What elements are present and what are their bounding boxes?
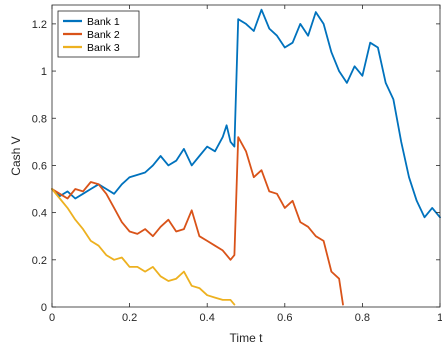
legend-label-2: Bank 2	[87, 29, 120, 41]
x-tick-label: 0.2	[122, 312, 137, 324]
x-tick-label: 1	[437, 312, 442, 324]
y-axis-ticks: 0 0.2 0.4 0.6 0.8 1 1.2	[32, 19, 440, 314]
x-tick-label: 0.4	[200, 312, 215, 324]
series-layer	[51, 8, 441, 306]
x-axis-label: Time t	[230, 331, 264, 345]
legend-label-3: Bank 3	[87, 42, 120, 54]
y-tick-label: 0.6	[32, 160, 47, 172]
series-line-3	[51, 188, 236, 306]
y-tick-label: 0.4	[32, 208, 47, 220]
x-tick-label: 0.8	[355, 312, 370, 324]
y-axis-label: Cash V	[9, 136, 23, 175]
y-tick-label: 0.8	[32, 113, 47, 125]
y-tick-label: 1	[41, 66, 47, 78]
series-line-2	[51, 136, 344, 306]
series-line-1	[51, 8, 441, 219]
legend-label-1: Bank 1	[87, 16, 120, 28]
plot-frame	[51, 4, 441, 308]
y-tick-label: 0	[41, 302, 47, 314]
x-axis-ticks: 0 0.2 0.4 0.6 0.8 1	[49, 5, 442, 324]
y-tick-label: 0.2	[32, 255, 47, 267]
y-tick-label: 1.2	[32, 19, 47, 31]
x-tick-label: 0.6	[277, 312, 292, 324]
x-tick-label: 0	[49, 312, 55, 324]
